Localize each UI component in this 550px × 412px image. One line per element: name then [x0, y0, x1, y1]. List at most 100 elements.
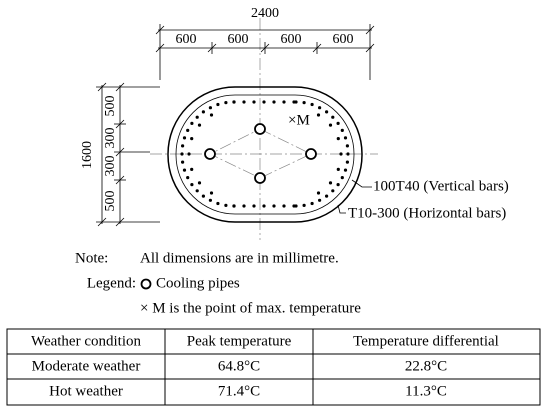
rebar-dot — [181, 144, 185, 148]
rebar-dot — [302, 101, 306, 105]
rebar-dot — [182, 168, 187, 172]
rebar-dot — [186, 128, 190, 132]
rebar-dot — [181, 160, 185, 164]
rebar-dot — [208, 106, 212, 110]
dim-label: 1600 — [80, 141, 95, 169]
leader-line — [351, 179, 372, 188]
dim-label: 300 — [103, 156, 118, 177]
dim-ticks — [96, 82, 160, 227]
table-header: Temperature differential — [353, 333, 499, 349]
rebar-dot — [336, 183, 340, 187]
dim-label: 500 — [103, 96, 118, 117]
horizontal-bars — [175, 94, 355, 215]
rebar-dot — [310, 102, 314, 107]
table-cell: 11.3°C — [405, 383, 447, 399]
rebar-dot — [343, 168, 348, 172]
rebar-dot — [340, 128, 344, 132]
rebar-dot — [318, 198, 322, 202]
table-header: Peak temperature — [187, 333, 292, 349]
max-point-label: ×M — [288, 112, 310, 128]
rebar-dot — [340, 176, 344, 180]
rebar-dot — [339, 152, 343, 156]
dim-label: 2400 — [251, 6, 279, 21]
rebar-dot — [195, 115, 199, 119]
rebar-dot — [262, 100, 266, 104]
dim-label: 600 — [228, 32, 249, 47]
leader-line — [337, 204, 346, 214]
callout: 100T40 (Vertical bars) — [373, 178, 509, 194]
rebar-dot — [180, 152, 184, 156]
pipe-link — [209, 128, 312, 179]
rebar-dot — [190, 137, 194, 141]
note-text: All dimensions are in millimetre. — [140, 250, 339, 266]
rebar-dot — [216, 102, 220, 107]
rebar-dot — [187, 152, 191, 156]
dim-label: 600 — [333, 32, 354, 47]
rebar-dot — [294, 100, 298, 104]
cooling-pipe — [204, 148, 216, 160]
rebar-dot — [190, 121, 194, 125]
callout: T10-300 (Horizontal bars) — [348, 205, 506, 221]
cooling-pipe — [254, 123, 266, 135]
dim-ticks — [155, 24, 375, 80]
rebar-dot — [209, 191, 214, 195]
section-outline — [167, 86, 363, 223]
rebar-dot — [190, 183, 194, 187]
rebar-dot — [331, 189, 335, 193]
rebar-dot — [242, 100, 246, 104]
note-label: Note: — [75, 250, 108, 266]
rebar-dot — [328, 123, 333, 127]
legend-item: Cooling pipes — [156, 275, 240, 291]
rebar-dot — [272, 100, 276, 104]
rebar-dot — [294, 204, 298, 208]
rebar-dot — [252, 100, 256, 104]
legend-label: Legend: — [87, 275, 136, 291]
rebar-dot — [310, 201, 314, 206]
rebar-dot — [182, 136, 187, 140]
dim-label: 500 — [103, 191, 118, 212]
rebar-dot — [232, 204, 236, 208]
rebar-dot — [208, 198, 212, 202]
rebar-dot — [195, 189, 199, 193]
rebar-dot — [282, 100, 286, 104]
cooling-pipe — [254, 172, 266, 184]
cooling-pipe — [305, 148, 317, 160]
dim-label: 600 — [176, 32, 197, 47]
rebar-dot — [224, 101, 228, 105]
rebar-dot — [216, 201, 220, 206]
rebar-dot — [343, 136, 348, 140]
rebar-dot — [201, 194, 205, 198]
rebar-dot — [252, 204, 256, 208]
table-cell: Hot weather — [49, 383, 123, 399]
rebar-dot — [197, 181, 202, 185]
rebar-dot — [302, 203, 306, 207]
rebar-dot — [197, 123, 202, 127]
table-header: Weather condition — [31, 333, 142, 349]
rebar-dot — [209, 113, 214, 117]
rebar-dot — [224, 203, 228, 207]
table — [6, 328, 541, 406]
rebar-dot — [316, 191, 321, 195]
rebar-dot — [262, 204, 266, 208]
rebar-dot — [316, 113, 321, 117]
table-cell: 71.4°C — [218, 383, 260, 399]
rebar-dot — [345, 160, 349, 164]
rebar-dot — [282, 204, 286, 208]
rebar-dot — [186, 176, 190, 180]
rebar-dot — [325, 110, 329, 114]
table-cell: 64.8°C — [218, 358, 260, 374]
dim-label: 600 — [281, 32, 302, 47]
rebar-dot — [336, 137, 340, 141]
rebar-dot — [328, 181, 333, 185]
rebar-dot — [331, 115, 335, 119]
rebar-dot — [336, 121, 340, 125]
legend-symbol — [140, 278, 152, 290]
rebar-dot — [190, 167, 194, 171]
rebar-dot — [272, 204, 276, 208]
rebar-dot — [345, 144, 349, 148]
table-cell: 22.8°C — [405, 358, 447, 374]
rebar-dot — [318, 106, 322, 110]
rebar-dot — [201, 110, 205, 114]
max-point-note: × M is the point of max. temperature — [140, 300, 361, 316]
